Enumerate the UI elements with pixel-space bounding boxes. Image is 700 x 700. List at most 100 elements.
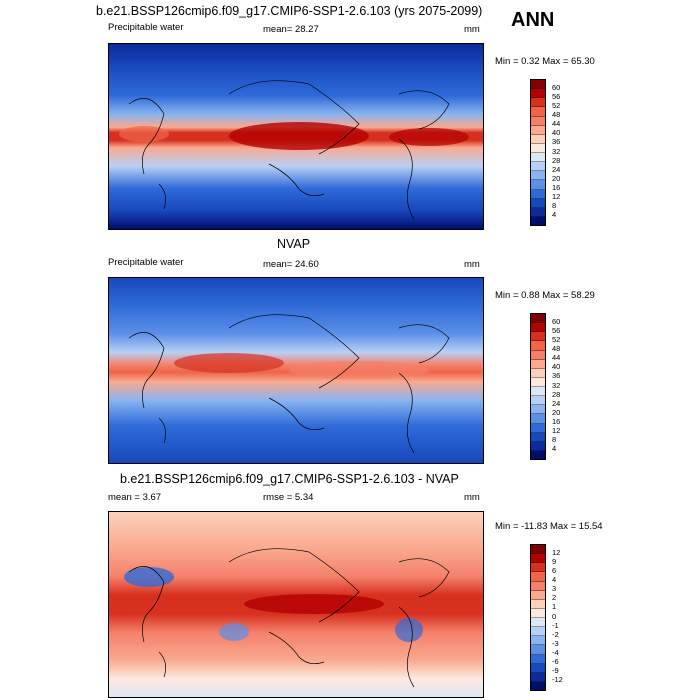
colorbar-tick-label: 48: [552, 110, 561, 120]
colorbar-swatch: [531, 563, 545, 573]
panel3-field-svg: [109, 512, 483, 697]
colorbar-tick-label: 4: [552, 443, 557, 453]
colorbar-swatch: [531, 599, 545, 609]
colorbar-tick-label: 44: [552, 353, 561, 363]
colorbar-tick-label: 16: [552, 182, 561, 192]
colorbar-tick-label: 24: [552, 398, 561, 408]
colorbar-tick-label: 40: [552, 362, 561, 372]
colorbar-swatch: [531, 618, 545, 628]
colorbar-tick-label: 60: [552, 317, 561, 327]
colorbar-swatch: [531, 189, 545, 199]
season-label: ANN: [511, 9, 555, 31]
colorbar-swatch: [531, 350, 545, 360]
colorbar-swatch: [531, 654, 545, 664]
panel2-variable-label: Precipitable water: [108, 257, 184, 268]
colorbar-swatch: [531, 581, 545, 591]
colorbar-swatch: [531, 134, 545, 144]
colorbar-swatch: [531, 405, 545, 415]
colorbar-swatch: [531, 323, 545, 333]
colorbar-swatch: [531, 572, 545, 582]
colorbar-swatch: [531, 545, 545, 555]
colorbar-tick-label: 20: [552, 173, 561, 183]
colorbar-tick-label: 12: [552, 191, 561, 201]
panel2-title: NVAP: [277, 237, 311, 251]
panel1-mean-label: mean= 28.27: [263, 24, 319, 35]
colorbar-swatch: [531, 80, 545, 90]
panel1-minmax: Min = 0.32 Max = 65.30: [495, 56, 595, 67]
colorbar-tick-label: 4: [552, 575, 557, 585]
colorbar-tick-label: 9: [552, 557, 557, 567]
colorbar-tick-label: 24: [552, 164, 561, 174]
colorbar-swatch: [531, 423, 545, 433]
panel2-mean-label: mean= 24.60: [263, 259, 319, 270]
colorbar-swatch: [531, 162, 545, 172]
colorbar-tick-label: 60: [552, 83, 561, 93]
colorbar-tick-label: -12: [552, 674, 563, 684]
colorbar-tick-label: 32: [552, 146, 561, 156]
colorbar-swatch: [531, 368, 545, 378]
colorbar-swatch: [531, 125, 545, 135]
colorbar-swatch: [531, 98, 545, 108]
panel1-map: [108, 43, 484, 230]
colorbar-tick-label: -4: [552, 647, 559, 657]
colorbar-swatch: [531, 672, 545, 682]
panel3-unit-label: mm: [464, 492, 480, 503]
colorbar-tick-label: 0: [552, 611, 557, 621]
colorbar-tick-label: 56: [552, 326, 561, 336]
colorbar-tick-label: -2: [552, 629, 559, 639]
panel1-unit-label: mm: [464, 24, 480, 35]
colorbar-tick-label: 32: [552, 380, 561, 390]
colorbar-swatch: [531, 314, 545, 324]
panel3-mean-label: mean = 3.67: [108, 492, 162, 503]
colorbar-swatch: [531, 171, 545, 181]
colorbar-swatch: [531, 396, 545, 406]
colorbar-swatch: [531, 681, 545, 690]
colorbar-tick-label: 36: [552, 137, 561, 147]
panel1-field-svg: [109, 44, 483, 229]
colorbar-swatch: [531, 153, 545, 163]
colorbar-tick-label: 12: [552, 548, 561, 558]
colorbar-tick-label: 8: [552, 200, 557, 210]
colorbar-tick-label: 28: [552, 155, 561, 165]
panel3-minmax: Min = -11.83 Max = 15.54: [495, 521, 603, 532]
colorbar-tick-label: 44: [552, 119, 561, 129]
colorbar-tick-label: 1: [552, 602, 557, 612]
panel1-variable-label: Precipitable water: [108, 22, 184, 33]
colorbar-swatch: [531, 180, 545, 190]
colorbar-swatch: [531, 207, 545, 217]
colorbar-tick-label: -9: [552, 665, 559, 675]
colorbar-swatch: [531, 663, 545, 673]
colorbar-swatch: [531, 627, 545, 637]
panel2-field-svg: [109, 278, 483, 463]
colorbar-swatch: [531, 554, 545, 564]
colorbar-swatch: [531, 332, 545, 342]
panel2-map: [108, 277, 484, 464]
panel2-unit-label: mm: [464, 259, 480, 270]
colorbar-swatch: [531, 432, 545, 442]
panel3-colorbar: [530, 544, 546, 691]
colorbar-swatch: [531, 645, 545, 655]
panel2-colorbar: [530, 313, 546, 460]
colorbar-swatch: [531, 216, 545, 225]
colorbar-tick-label: 4: [552, 209, 557, 219]
colorbar-tick-label: 48: [552, 344, 561, 354]
colorbar-tick-label: 28: [552, 389, 561, 399]
colorbar-swatch: [531, 198, 545, 208]
colorbar-swatch: [531, 359, 545, 369]
colorbar-tick-label: 2: [552, 593, 557, 603]
colorbar-tick-label: -6: [552, 656, 559, 666]
figure-title: b.e21.BSSP126cmip6.f09_g17.CMIP6-SSP1-2.…: [96, 4, 483, 18]
colorbar-swatch: [531, 590, 545, 600]
colorbar-tick-label: 56: [552, 92, 561, 102]
colorbar-swatch: [531, 116, 545, 126]
panel1-coastlines: [128, 80, 450, 220]
colorbar-swatch: [531, 450, 545, 459]
panel3-rmse-label: rmse = 5.34: [263, 492, 314, 503]
colorbar-swatch: [531, 414, 545, 424]
colorbar-swatch: [531, 107, 545, 117]
colorbar-tick-label: 16: [552, 416, 561, 426]
colorbar-tick-label: -1: [552, 620, 559, 630]
colorbar-tick-label: 20: [552, 407, 561, 417]
colorbar-swatch: [531, 441, 545, 451]
colorbar-swatch: [531, 387, 545, 397]
